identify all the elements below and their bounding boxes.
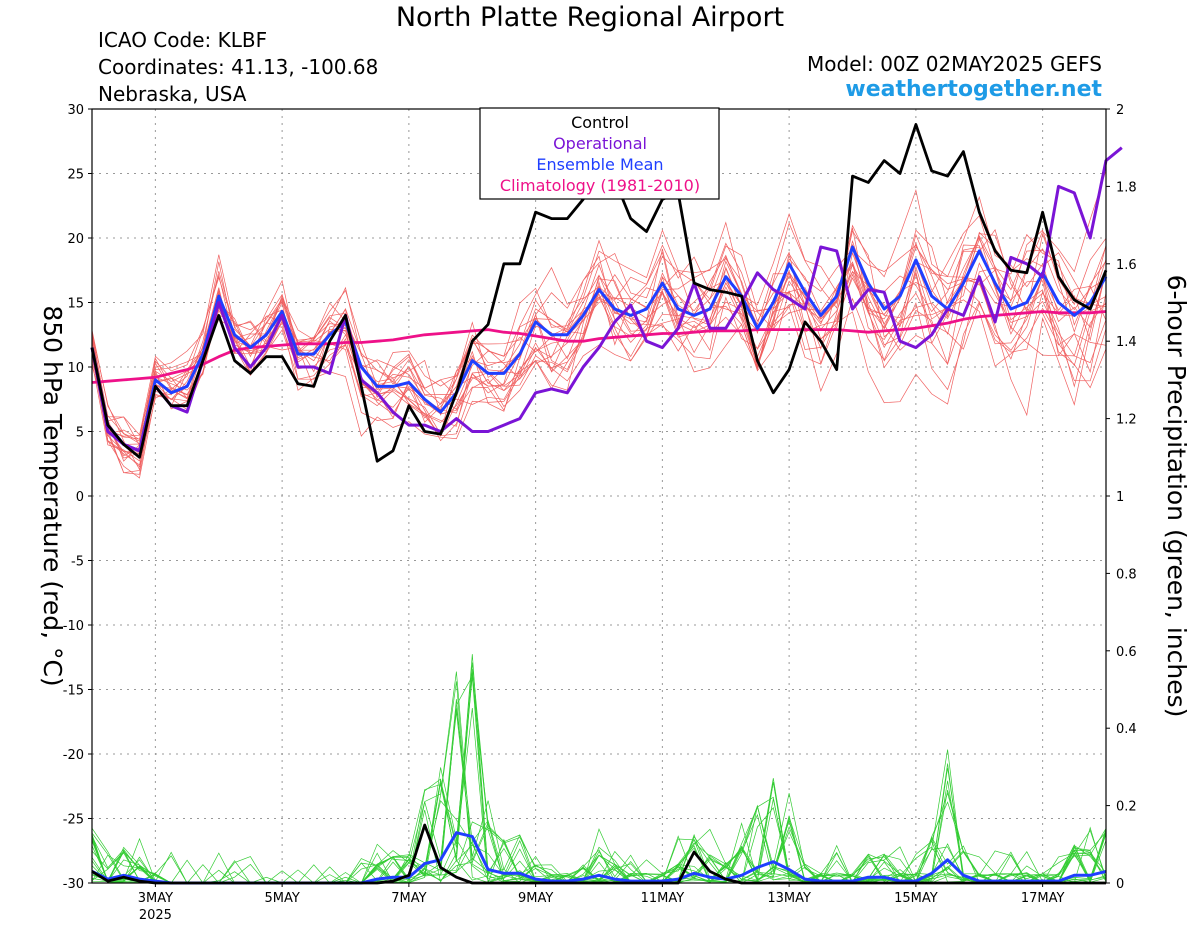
y-tick-label-right: 0.2 — [1116, 800, 1137, 815]
x-tick-sublabel: 2025 — [139, 908, 172, 923]
temp-member-line — [91, 189, 1107, 462]
y-tick-label-right: 1.2 — [1116, 413, 1137, 428]
y-tick-label-left: 0 — [76, 490, 84, 505]
x-tick-label: 3MAY — [138, 891, 173, 906]
y-tick-label-left: -15 — [63, 684, 84, 699]
x-tick-label: 13MAY — [767, 891, 811, 906]
y-axis-label-right: 6-hour Precipitation (green, inches) — [1162, 275, 1191, 718]
ensemble-members — [91, 170, 1107, 884]
temp-member-line — [91, 272, 1107, 475]
y-tick-label-right: 2 — [1116, 103, 1124, 118]
legend-operational: Operational — [553, 134, 647, 153]
ensemble-mean-line — [90, 245, 1108, 453]
legend-box — [479, 107, 720, 200]
site-link[interactable]: weathertogether.net — [845, 77, 1102, 102]
precip-member-line — [91, 669, 1107, 884]
legend: Control Operational Ensemble Mean Climat… — [479, 107, 720, 200]
y-tick-label-left: -20 — [63, 748, 84, 763]
x-tick-label: 17MAY — [1021, 891, 1065, 906]
y-tick-label-left: 10 — [67, 361, 84, 376]
region: Nebraska, USA — [98, 82, 247, 106]
y-tick-label-left: -10 — [63, 619, 84, 634]
chart-title: North Platte Regional Airport — [395, 2, 785, 33]
operational-line — [90, 146, 1123, 453]
temp-member-line — [91, 244, 1107, 457]
y-tick-label-left: -5 — [71, 555, 84, 570]
temp-member-line — [91, 242, 1107, 437]
icao-code: ICAO Code: KLBF — [98, 28, 268, 52]
temp-member-line — [91, 229, 1107, 440]
y-tick-label-right: 0.8 — [1116, 567, 1137, 582]
legend-ensemble-mean: Ensemble Mean — [536, 155, 663, 174]
y-tick-label-right: 0 — [1116, 877, 1124, 892]
axis-ticks: 302520151050-5-10-15-20-25-3021.81.61.41… — [63, 103, 1137, 923]
legend-climatology: Climatology (1981-2010) — [500, 176, 700, 195]
precip-member-line — [91, 654, 1107, 884]
x-tick-label: 7MAY — [391, 891, 426, 906]
legend-control: Control — [571, 113, 629, 132]
x-tick-label: 15MAY — [894, 891, 938, 906]
y-tick-label-right: 1.4 — [1116, 335, 1137, 350]
x-tick-label: 5MAY — [264, 891, 299, 906]
x-tick-label: 9MAY — [518, 891, 553, 906]
y-tick-label-right: 1.8 — [1116, 180, 1137, 195]
y-tick-label-left: 15 — [67, 297, 84, 312]
y-tick-label-right: 0.6 — [1116, 645, 1137, 660]
y-tick-label-left: 5 — [76, 426, 84, 441]
y-tick-label-left: 20 — [67, 232, 84, 247]
temp-member-line — [91, 251, 1107, 445]
y-tick-label-right: 1 — [1116, 490, 1124, 505]
y-tick-label-left: 25 — [67, 168, 84, 183]
temp-member-line — [91, 212, 1107, 447]
coordinates: Coordinates: 41.13, -100.68 — [98, 55, 379, 79]
y-tick-label-left: -30 — [63, 877, 84, 892]
temp-member-line — [91, 233, 1107, 479]
gridlines — [92, 109, 1106, 883]
precip-member-line — [91, 681, 1107, 884]
model-run: Model: 00Z 02MAY2025 GEFS — [807, 52, 1102, 76]
x-tick-label: 11MAY — [641, 891, 685, 906]
y-tick-label-left: 30 — [67, 103, 84, 118]
y-tick-label-right: 0.4 — [1116, 722, 1137, 737]
y-axis-label-left: 850 hPa Temperature (red, °C) — [38, 305, 67, 686]
temp-member-line — [91, 215, 1107, 445]
y-tick-label-right: 1.6 — [1116, 258, 1137, 273]
y-tick-label-left: -25 — [63, 813, 84, 828]
